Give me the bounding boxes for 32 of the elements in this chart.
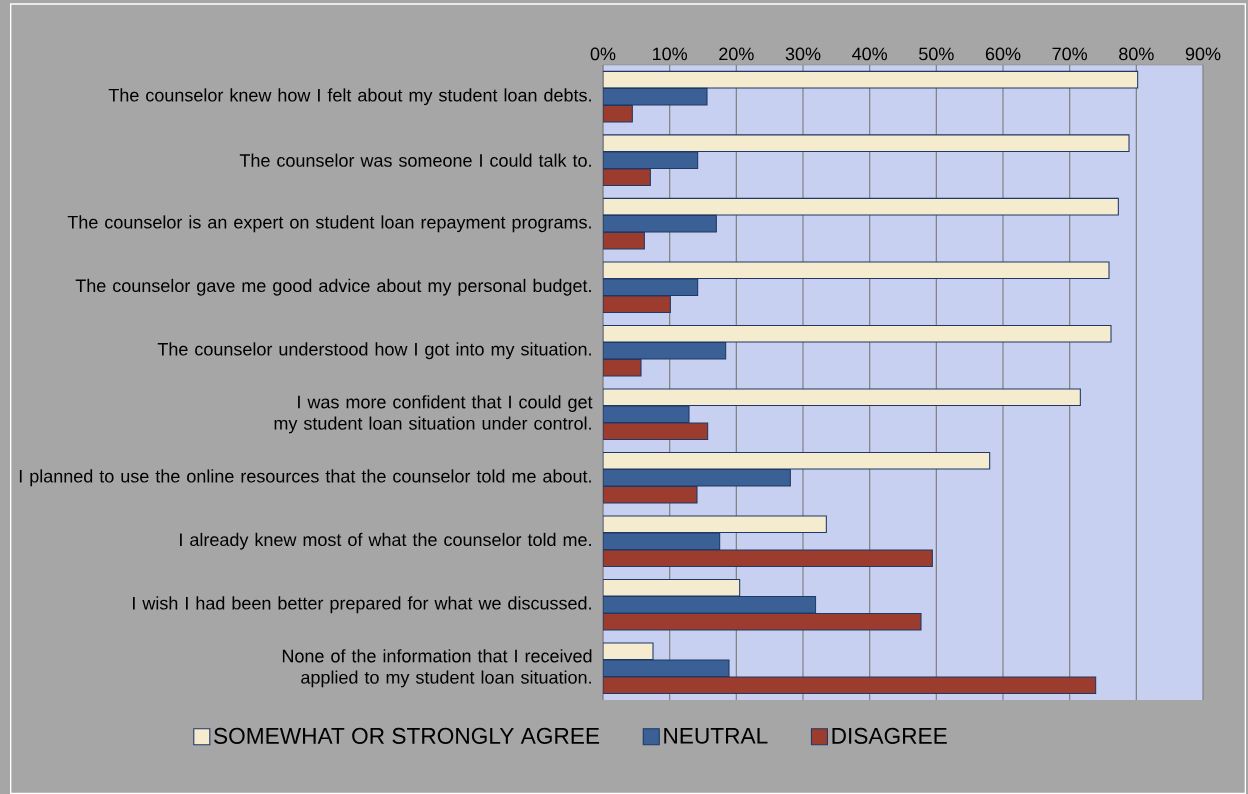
y-tick-label: I planned to use the online resources that the counselor told me about. — [19, 469, 591, 487]
x-tick-label: 40% — [852, 47, 888, 61]
y-tick-label: The counselor is an expert on student loan repayment programs. — [67, 215, 591, 233]
legend-label: DISAGREE — [832, 727, 947, 744]
x-tick-label: 90% — [1185, 47, 1221, 61]
y-tick-label: I wish I had been better prepared for what we discussed. — [133, 596, 591, 614]
bar — [603, 197, 1119, 216]
bar — [603, 549, 933, 568]
x-tick-label: 80% — [1119, 47, 1154, 61]
y-tick-label: None of the information that I received applied to my student loan situation. — [282, 649, 592, 688]
bar — [603, 451, 991, 470]
x-tick-label: 20% — [719, 47, 754, 61]
y-tick-label: I was more confident that I could get my student loan situation under control. — [274, 395, 593, 434]
x-tick-label: 60% — [985, 47, 1021, 61]
bar — [603, 388, 1081, 407]
bar — [603, 676, 1097, 695]
x-tick-label: 30% — [785, 47, 821, 61]
y-tick-label: The counselor gave me good advice about my personal budget. — [75, 278, 591, 296]
legend-label: SOMEWHAT OR STRONGLY AGREE — [214, 727, 600, 744]
y-tick-label: I already knew most of what the counselor told me. — [180, 532, 591, 550]
bar — [603, 324, 1112, 343]
legend-label: NEUTRAL — [664, 727, 768, 744]
y-tick-label: The counselor knew how I felt about my student loan debts. — [108, 88, 591, 106]
y-tick-label: The counselor understood how I got into my situation. — [157, 342, 591, 360]
x-tick-label: 70% — [1052, 47, 1088, 61]
bar — [603, 70, 1139, 89]
x-tick-label: 50% — [919, 47, 954, 61]
x-tick-label: 0% — [590, 47, 616, 61]
x-tick-label: 10% — [653, 47, 688, 61]
y-tick-label: The counselor was someone I could talk to. — [239, 153, 591, 167]
bar — [603, 134, 1130, 153]
bar — [603, 261, 1110, 280]
